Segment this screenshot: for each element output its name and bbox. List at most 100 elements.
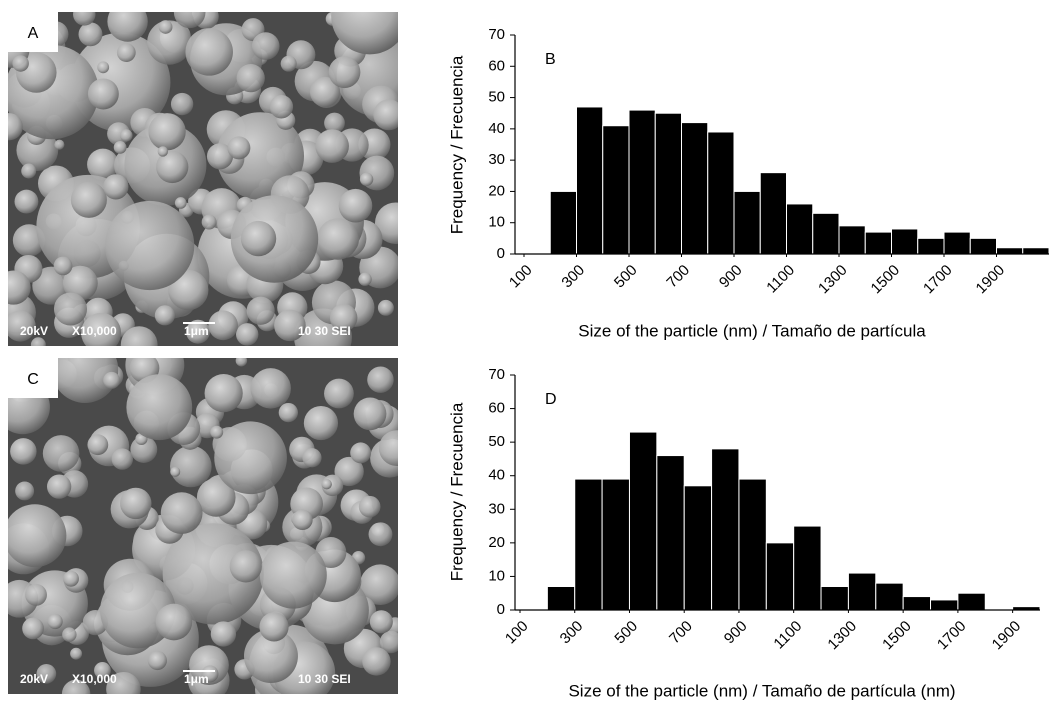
particle <box>214 421 287 495</box>
particle <box>362 647 391 676</box>
particle <box>292 509 313 531</box>
x-tick-label: 1900 <box>973 262 1009 298</box>
x-tick-label: 900 <box>716 262 746 292</box>
particle <box>62 265 98 301</box>
particle <box>36 663 57 684</box>
x-axis-label: Size of the particle (nm) / Tamaño de pa… <box>568 681 955 700</box>
particle <box>103 174 129 200</box>
particle <box>331 12 398 55</box>
particle <box>185 28 233 76</box>
particle <box>329 303 358 332</box>
particle <box>54 139 65 150</box>
x-tick-label: 100 <box>502 618 532 648</box>
particle <box>328 56 361 89</box>
particle <box>274 309 306 342</box>
particle <box>30 337 46 346</box>
panel-label-box <box>8 358 58 398</box>
bar <box>812 212 840 255</box>
particle <box>173 12 206 29</box>
particle <box>42 435 80 472</box>
particle <box>359 564 398 606</box>
particle <box>78 22 103 47</box>
x-tick-label: 1700 <box>920 262 956 298</box>
particle <box>377 299 394 316</box>
x-tick-label: 1300 <box>824 618 860 654</box>
y-tick-label: 40 <box>488 120 505 137</box>
micrograph <box>8 358 398 694</box>
particle <box>120 326 158 346</box>
panel-label: C <box>27 371 39 388</box>
bar <box>891 228 919 255</box>
particle <box>94 662 111 679</box>
bar <box>628 431 658 611</box>
particle <box>8 113 23 141</box>
particle <box>196 478 236 517</box>
bar <box>917 237 945 255</box>
bar <box>681 122 709 255</box>
particle <box>379 630 398 654</box>
particle <box>227 136 251 160</box>
particle <box>324 378 354 409</box>
particle <box>8 310 36 342</box>
bar <box>930 599 959 611</box>
particle <box>107 12 148 42</box>
particle <box>302 448 322 468</box>
y-tick-label: 20 <box>488 534 505 551</box>
bar <box>711 448 740 611</box>
particle <box>100 572 176 649</box>
particle <box>147 20 192 65</box>
particle <box>97 61 110 74</box>
bar <box>546 586 576 611</box>
particle <box>278 402 298 423</box>
particle <box>10 438 37 465</box>
micrograph <box>8 12 398 346</box>
sem-scale: 1μm <box>184 324 209 338</box>
particle <box>113 140 127 154</box>
particle <box>106 671 141 694</box>
bar <box>759 172 787 255</box>
particle <box>338 188 373 223</box>
particle <box>315 129 349 163</box>
particle <box>229 550 262 583</box>
x-tick-label: 500 <box>611 262 641 292</box>
particle <box>162 523 264 625</box>
particle <box>70 647 83 660</box>
y-tick-label: 60 <box>488 57 505 74</box>
bar <box>656 455 685 611</box>
particle <box>170 445 212 488</box>
bar <box>957 592 986 611</box>
x-tick-label: 700 <box>663 262 693 292</box>
particle <box>87 148 119 181</box>
particle <box>317 218 359 260</box>
bar <box>601 478 630 611</box>
particle <box>201 665 219 683</box>
particle <box>81 312 122 346</box>
particle <box>46 474 72 499</box>
particle <box>170 466 181 477</box>
particle <box>63 570 79 587</box>
bar <box>549 190 577 255</box>
particle <box>120 129 133 142</box>
particle <box>53 256 73 276</box>
panel-label: D <box>545 391 557 408</box>
y-axis-label: Frequency / Frecuencia <box>447 55 466 234</box>
panel-label: A <box>28 25 39 42</box>
particle <box>158 20 173 34</box>
particle <box>201 214 217 230</box>
particle <box>309 76 341 108</box>
particle <box>73 12 96 26</box>
sem-voltage: 20kV <box>20 324 48 338</box>
x-tick-label: 100 <box>506 262 536 292</box>
particle <box>155 603 193 641</box>
particle <box>189 645 229 686</box>
x-tick-label: 700 <box>666 618 696 648</box>
y-tick-label: 20 <box>488 182 505 199</box>
particle <box>204 374 243 413</box>
panel-label-box <box>8 12 58 52</box>
particle <box>157 146 169 157</box>
x-tick-label: 1500 <box>868 262 904 298</box>
y-tick-label: 50 <box>488 433 505 450</box>
y-axis-label: Frequency / Frecuencia <box>447 402 466 581</box>
bar <box>628 109 656 255</box>
